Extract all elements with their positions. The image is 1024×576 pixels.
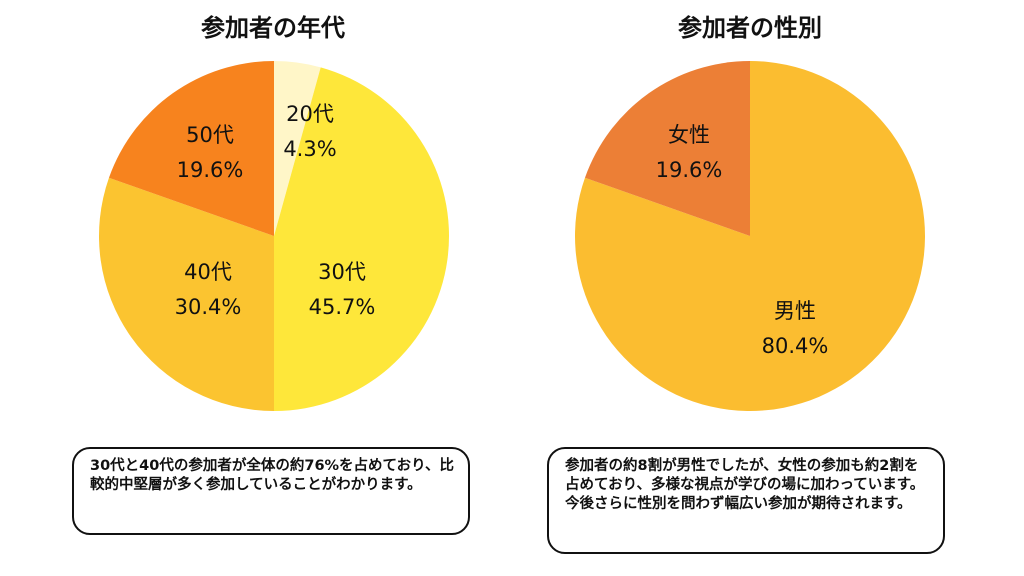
slice-value-label: 4.3% xyxy=(283,137,336,161)
slice-category-label: 50代 xyxy=(186,123,234,147)
slice-category-label: 男性 xyxy=(774,299,816,323)
slice-value-label: 45.7% xyxy=(309,295,376,319)
pie-slice xyxy=(108,61,274,236)
age-pie-chart: 20代 4.3% 30代 45.7% 40代 30.4% 50代 19.6% xyxy=(98,61,449,411)
pie-slice xyxy=(274,61,321,236)
slice-category-label: 20代 xyxy=(286,102,334,126)
slice-value-label: 19.6% xyxy=(177,158,244,182)
gender-chart-title: 参加者の性別 xyxy=(678,14,822,42)
pie-slice xyxy=(584,61,750,236)
slice-value-label: 30.4% xyxy=(175,295,242,319)
slice-category-label: 40代 xyxy=(184,260,232,284)
slice-value-label: 19.6% xyxy=(656,158,723,182)
gender-pie-chart: 男性 80.4% 女性 19.6% xyxy=(575,61,925,411)
gender-summary-note: 参加者の約8割が男性でしたが、女性の参加も約2割を占めており、多様な視点が学びの… xyxy=(547,447,945,554)
slice-category-label: 女性 xyxy=(668,123,710,147)
age-chart-title: 参加者の年代 xyxy=(201,14,345,42)
slice-category-label: 30代 xyxy=(318,260,366,284)
age-summary-note: 30代と40代の参加者が全体の約76%を占めており、比較的中堅層が多く参加してい… xyxy=(72,447,470,535)
slice-value-label: 80.4% xyxy=(762,334,829,358)
pie-slice xyxy=(274,67,449,411)
pie-slice xyxy=(98,177,274,411)
